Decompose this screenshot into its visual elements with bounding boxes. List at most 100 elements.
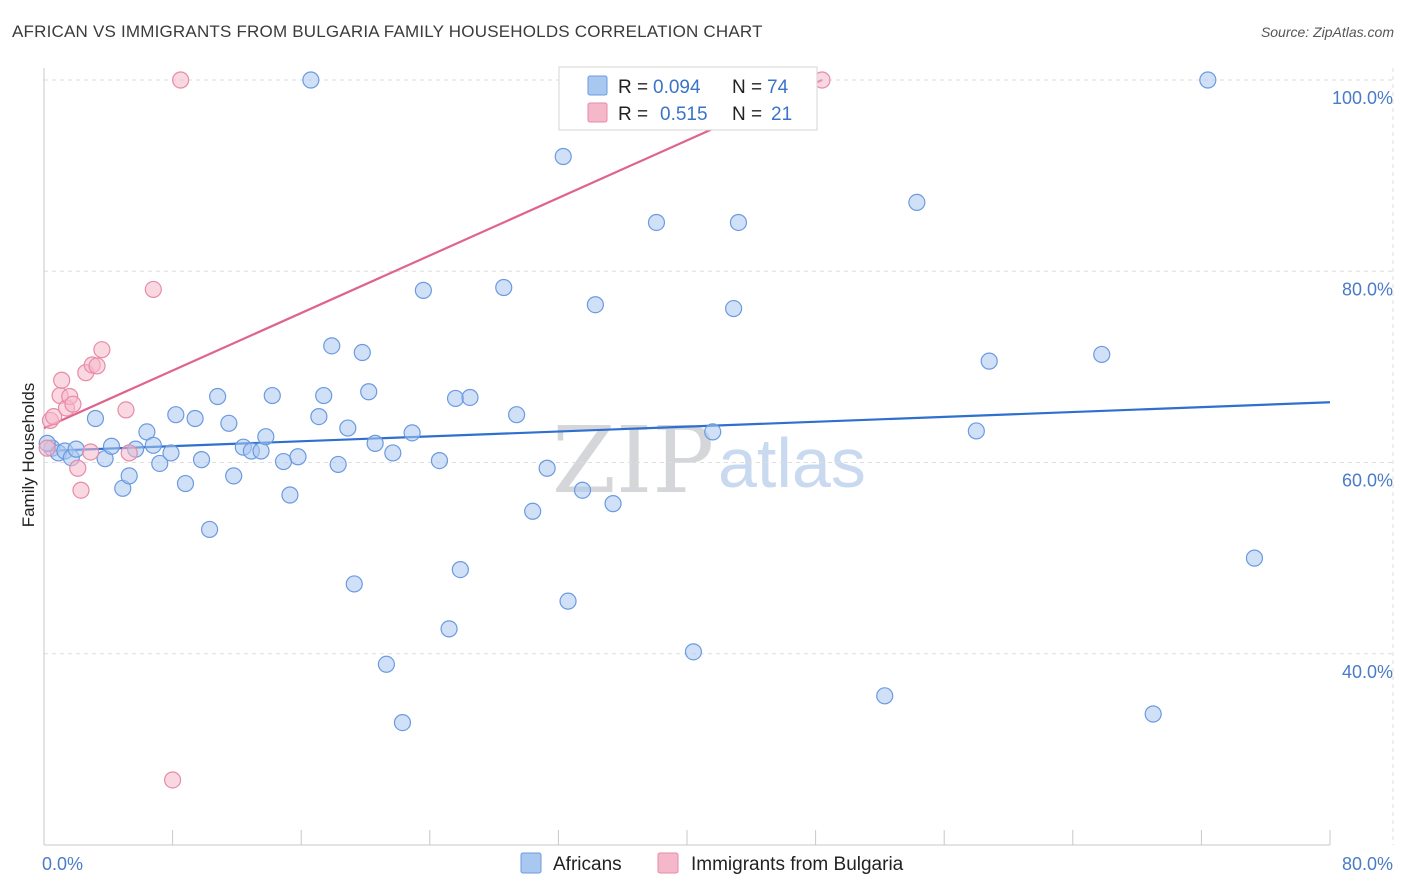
point-africans (120, 467, 138, 485)
point-africans (729, 213, 748, 232)
point-africans (524, 502, 542, 520)
legend-swatch-bulgaria (587, 102, 608, 123)
point-africans (192, 451, 211, 469)
point-africans (876, 687, 894, 705)
source-credit: Source: ZipAtlas.com (1260, 24, 1394, 40)
point-bulgaria (69, 459, 87, 477)
legend-n-label-2: N = (732, 104, 762, 125)
point-africans (559, 592, 577, 610)
x-tick-label: 0.0% (42, 854, 83, 874)
point-africans (684, 643, 703, 661)
point-bulgaria (64, 395, 82, 413)
point-africans (586, 296, 604, 314)
point-africans (360, 383, 378, 401)
point-africans (67, 440, 85, 458)
point-africans (1245, 549, 1264, 567)
point-africans (186, 409, 204, 428)
point-africans (384, 444, 402, 462)
point-africans (339, 419, 357, 437)
y-tick-label: 100.0% (1332, 88, 1393, 108)
legend-swatch-africans (587, 75, 608, 96)
y-tick-label: 40.0% (1342, 662, 1393, 682)
point-bulgaria (172, 71, 190, 89)
point-africans (1199, 71, 1217, 89)
axes (43, 68, 1331, 846)
point-africans (704, 423, 722, 441)
point-africans (908, 193, 926, 211)
bottom-legend-africans: Africans (553, 854, 622, 875)
correlation-legend: R = 0.094 N = 74 R = 0.515 N = 21 (558, 66, 818, 131)
point-africans (967, 422, 985, 440)
legend-n-label-1: N = (732, 77, 762, 98)
bottom-legend-swatch-africans (520, 852, 542, 874)
point-africans (209, 387, 227, 406)
bottom-legend-swatch-bulgaria (657, 852, 679, 874)
point-bulgaria (38, 439, 56, 457)
point-africans (353, 343, 371, 362)
point-africans (393, 713, 412, 732)
point-africans (446, 389, 465, 408)
legend-n-value-1: 74 (767, 77, 789, 98)
point-africans (461, 388, 479, 407)
point-bulgaria (45, 408, 63, 426)
point-africans (980, 352, 998, 370)
point-africans (225, 467, 243, 485)
point-bulgaria (144, 280, 162, 299)
point-africans (151, 454, 169, 473)
series-legend: Africans Immigrants from Bulgaria (520, 852, 904, 875)
point-bulgaria (164, 771, 182, 789)
point-africans (257, 428, 275, 446)
point-africans (647, 213, 666, 232)
point-bulgaria (72, 481, 90, 499)
point-africans (263, 386, 281, 405)
y-tick-label: 60.0% (1342, 471, 1393, 491)
data-points (38, 71, 1264, 789)
point-bulgaria (53, 371, 71, 389)
point-africans (366, 434, 384, 452)
tick-labels: 40.0% 60.0% 80.0% 100.0% 0.0% 80.0% (42, 88, 1393, 874)
y-tick-label: 80.0% (1342, 279, 1393, 299)
chart-title: AFRICAN VS IMMIGRANTS FROM BULGARIA FAMI… (12, 22, 763, 41)
point-africans (414, 281, 432, 299)
point-africans (200, 520, 219, 539)
point-africans (102, 437, 121, 455)
point-africans (495, 278, 513, 297)
point-africans (310, 408, 328, 426)
point-africans (440, 620, 458, 638)
point-africans (345, 575, 363, 593)
legend-n-value-2: 21 (771, 104, 792, 125)
x-tick-label: 80.0% (1342, 854, 1393, 874)
point-africans (289, 448, 307, 466)
y-axis-label: Family Households (19, 383, 38, 528)
point-africans (323, 337, 341, 355)
point-africans (403, 424, 421, 442)
point-africans (176, 474, 195, 493)
point-africans (162, 444, 180, 462)
point-africans (554, 147, 572, 166)
point-bulgaria (117, 401, 135, 419)
point-africans (451, 560, 469, 579)
watermark-zip: ZIP (552, 407, 714, 514)
point-africans (377, 655, 395, 673)
point-africans (1093, 345, 1111, 364)
point-bulgaria (88, 357, 106, 375)
point-africans (508, 406, 526, 424)
point-africans (274, 452, 293, 471)
trend-line-bulgaria (43, 78, 823, 430)
point-africans (604, 495, 622, 513)
legend-r-value-2: 0.515 (660, 104, 708, 125)
point-africans (573, 481, 592, 499)
point-africans (252, 442, 270, 460)
point-africans (329, 455, 347, 474)
point-bulgaria (93, 341, 111, 359)
point-bulgaria (82, 443, 100, 461)
point-africans (302, 71, 320, 89)
point-africans (281, 486, 299, 504)
point-africans (538, 459, 556, 477)
point-africans (725, 299, 743, 318)
point-africans (220, 414, 238, 432)
legend-r-label-1: R = (618, 77, 648, 98)
trend-lines (43, 78, 1331, 453)
legend-r-value-1: 0.094 (653, 77, 701, 98)
